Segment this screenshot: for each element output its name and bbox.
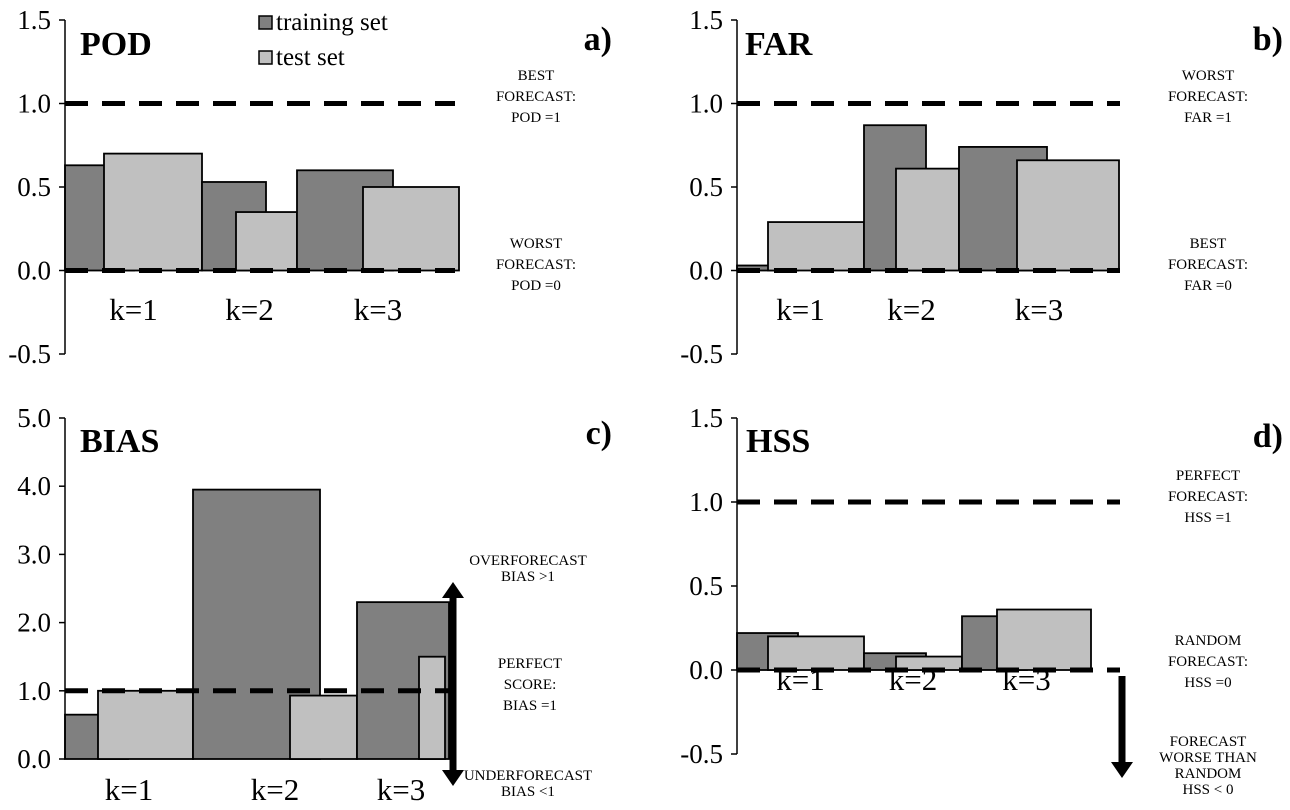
y-tick-label-5: 5.0 [17, 403, 51, 433]
legend-label-test: test set [276, 44, 345, 71]
panel-label: d) [1253, 418, 1283, 455]
category-label-k=3: k=3 [1015, 292, 1063, 327]
chart-panel-3: k=1 k=2 k=3 PERFECT SCORE: BIAS =1 0.0 1.0 2.0 3.… [17, 403, 612, 807]
chart-panel-2: k=1 k=2 k=3 WORST FORECAST: FAR =1 BEST FORECAS… [680, 5, 1283, 369]
y-tick-label-3: 1.0 [689, 89, 723, 119]
arrow-label-1: UNDERFORECAST BIAS <1 [464, 768, 592, 800]
category-label-k=3: k=3 [354, 292, 402, 327]
panel-label: b) [1253, 21, 1283, 58]
y-tick-label-3: 1.0 [689, 487, 723, 517]
y-tick-label-1: 0.0 [689, 256, 723, 286]
y-tick-label-3: 3.0 [17, 539, 51, 569]
y-tick-label-3: 1.0 [17, 89, 51, 119]
bar-test-k=2 [235, 211, 298, 272]
category-label-k=1: k=1 [109, 292, 157, 327]
bar-test-k=3 [418, 655, 446, 760]
category-label-k=1: k=1 [105, 772, 153, 807]
bar-test-k=2 [289, 694, 358, 760]
arrow-head-down-icon [442, 770, 464, 786]
y-tick-label-0: -0.5 [680, 739, 723, 769]
bar-test-k=3 [996, 608, 1092, 671]
reference-label-1: RANDOM FORECAST: HSS =0 [1168, 633, 1248, 691]
category-label-k=3: k=3 [1002, 662, 1050, 697]
y-tick-label-1: 0.0 [689, 655, 723, 685]
bar-test-k=3 [1016, 159, 1120, 272]
y-tick-label-2: 2.0 [17, 608, 51, 638]
y-tick-label-0: -0.5 [680, 339, 723, 369]
arrow-head-up-icon [442, 582, 464, 598]
panel-label: a) [584, 21, 612, 58]
reference-label-0: PERFECT FORECAST: HSS =1 [1168, 468, 1248, 526]
category-label-k=2: k=2 [251, 772, 299, 807]
bar-test-k=1 [767, 635, 865, 671]
y-tick-label-2: 0.5 [689, 172, 723, 202]
category-label-k=3: k=3 [377, 772, 425, 807]
y-tick-label-2: 0.5 [17, 172, 51, 202]
panel-label: c) [586, 415, 612, 452]
panel-title: HSS [746, 423, 810, 460]
arrow-label-0: OVERFORECAST BIAS >1 [469, 553, 587, 585]
legend-swatch-training [258, 15, 273, 30]
bar-test-k=3 [362, 186, 460, 272]
y-tick-label-4: 1.5 [17, 5, 51, 35]
legend-swatch-test [258, 50, 273, 65]
legend-label-training: training set [276, 9, 388, 36]
arrow-label-0: FORECAST WORSE THAN RANDOM HSS < 0 [1159, 734, 1257, 798]
panel-title: BIAS [80, 423, 159, 460]
y-tick-label-4: 1.5 [689, 403, 723, 433]
legend: training set test set [258, 9, 388, 71]
chart-panel-4: k=1 k=2 k=3 PERFECT FORECAST: HSS =1 RANDOM FOR… [680, 403, 1283, 798]
category-label-k=2: k=2 [225, 292, 273, 327]
reference-label-1: BEST FORECAST: FAR =0 [1168, 236, 1248, 294]
panel-title: FAR [745, 26, 813, 63]
bar-test-k=1 [97, 689, 194, 760]
y-tick-label-1: 1.0 [17, 676, 51, 706]
category-label-k=2: k=2 [889, 662, 937, 697]
bar-test-k=1 [103, 152, 203, 272]
y-tick-label-0: -0.5 [8, 339, 51, 369]
reference-label-1: WORST FORECAST: POD =0 [496, 236, 576, 294]
y-tick-label-0: 0.0 [17, 744, 51, 774]
reference-label-0: WORST FORECAST: FAR =1 [1168, 68, 1248, 126]
y-tick-label-2: 0.5 [689, 571, 723, 601]
bar-test-k=1 [767, 221, 865, 272]
y-tick-label-1: 0.0 [17, 256, 51, 286]
y-tick-label-4: 1.5 [689, 5, 723, 35]
panel-title: POD [80, 26, 152, 63]
bar-test-k=2 [895, 167, 960, 272]
arrow-head-down-icon [1111, 762, 1133, 778]
category-label-k=1: k=1 [776, 662, 824, 697]
category-label-k=2: k=2 [887, 292, 935, 327]
reference-label-0: BEST FORECAST: POD =1 [496, 68, 576, 126]
y-tick-label-4: 4.0 [17, 471, 51, 501]
reference-label-0: PERFECT SCORE: BIAS =1 [498, 656, 562, 714]
category-label-k=1: k=1 [776, 292, 824, 327]
chart-panel-1: k=1 k=2 k=3 BEST FORECAST: POD =1 WORST FORECAS… [8, 5, 612, 369]
